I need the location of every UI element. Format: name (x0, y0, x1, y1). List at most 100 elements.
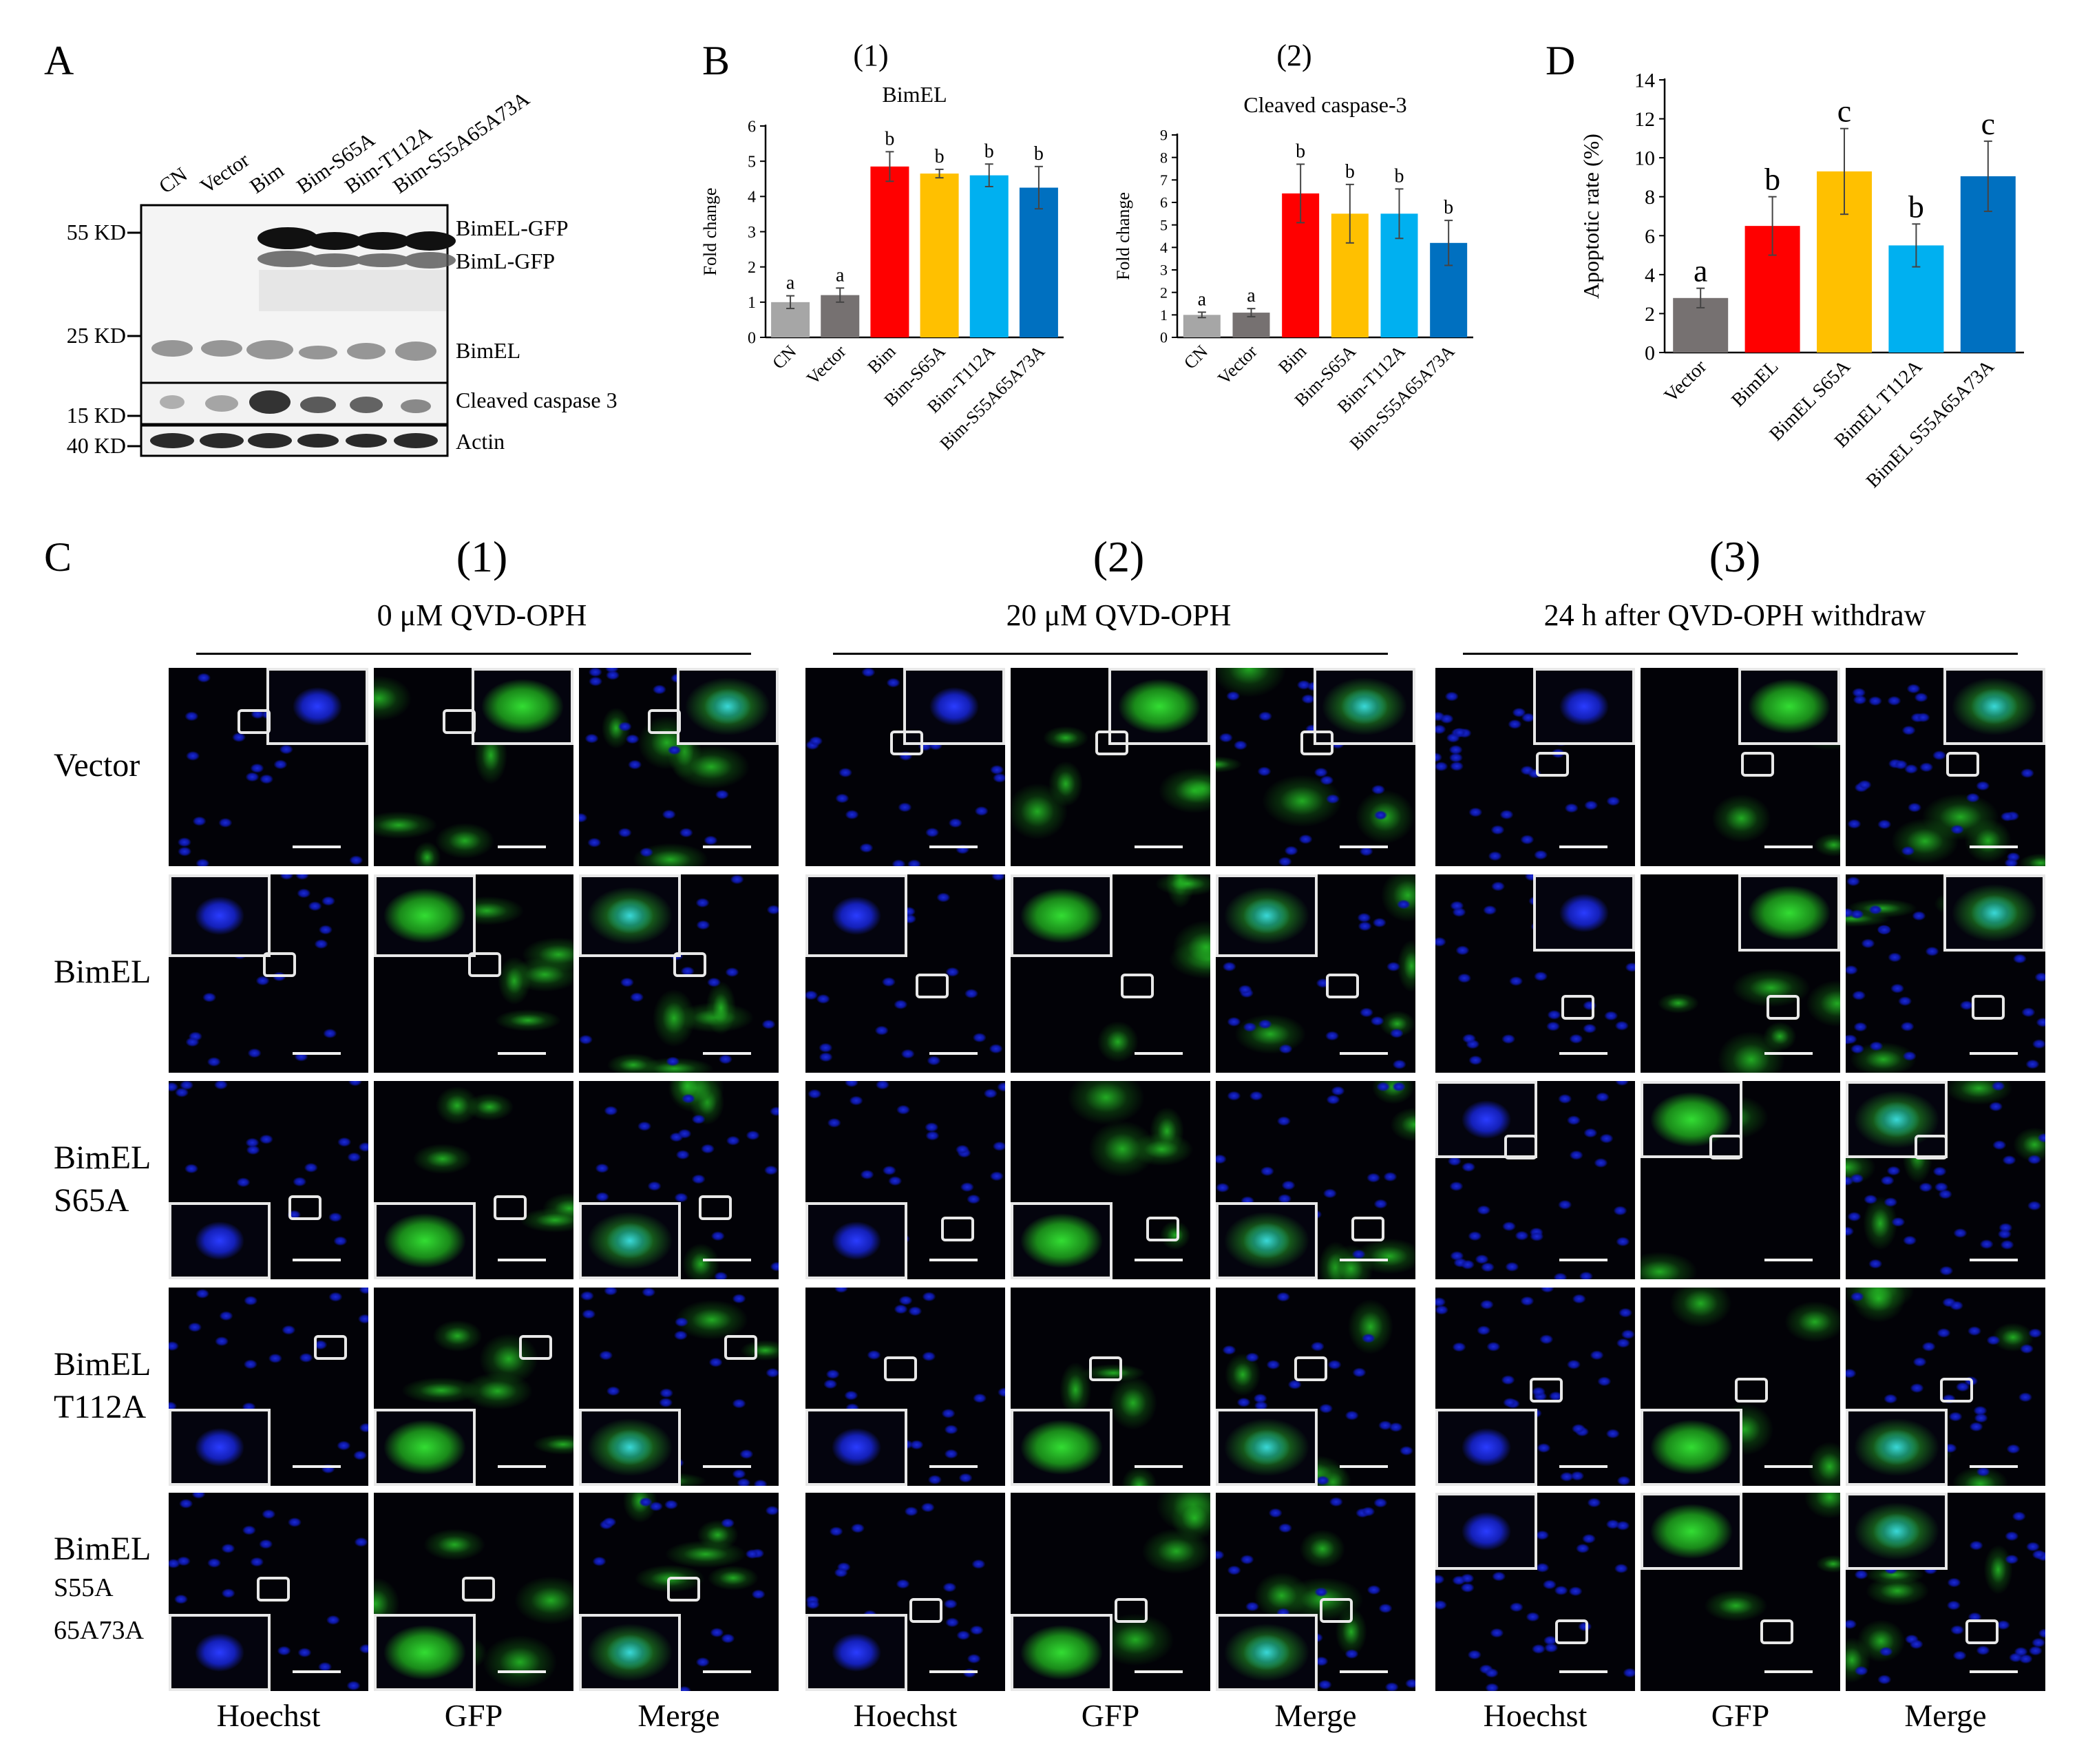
scale-bar (1764, 1670, 1813, 1673)
band-label: BimL-GFP (456, 249, 555, 273)
zoom-inset (1738, 874, 1840, 952)
row-label: BimEL (54, 954, 151, 990)
scale-bar (293, 1259, 341, 1261)
roi-box (1121, 974, 1154, 998)
bar (1019, 187, 1058, 337)
significance-letter: b (1345, 161, 1355, 182)
scale-bar (929, 1259, 978, 1261)
channel-label: Hoechst (216, 1698, 321, 1733)
bar (1183, 315, 1221, 337)
scale-bar (703, 846, 751, 848)
y-tick-label: 10 (1634, 147, 1655, 170)
micrograph-tile (1011, 668, 1210, 866)
channel-label: GFP (1081, 1698, 1140, 1733)
roi-box (1504, 1135, 1537, 1159)
roi-box (462, 1577, 495, 1602)
y-tick-label: 2 (748, 259, 756, 277)
category-label: Vector (803, 341, 850, 388)
significance-letter: b (1908, 189, 1924, 224)
scale-bar (1340, 1259, 1388, 1261)
row-label: 65A73A (54, 1616, 144, 1645)
category-label: Vector (1214, 341, 1261, 388)
group-condition: 24 h after QVD-OPH withdraw (1543, 598, 1926, 632)
significance-letter: c (1981, 106, 1995, 141)
zoom-inset (1216, 1409, 1318, 1486)
scale-bar (1970, 1052, 2018, 1055)
significance-letter: b (1296, 140, 1305, 162)
scale-bar (293, 1465, 341, 1468)
bar (920, 174, 959, 337)
micrograph-tile (1435, 1493, 1635, 1691)
scale-bar (498, 846, 546, 848)
zoom-inset (1314, 668, 1415, 745)
zoom-inset (1846, 1081, 1948, 1158)
band-label: Cleaved caspase 3 (456, 388, 618, 412)
roi-box (884, 1356, 917, 1381)
scale-bar (1135, 1465, 1183, 1468)
y-tick-label: 0 (1645, 342, 1655, 365)
chart-panel-number: (2) (1276, 39, 1311, 72)
roi-box (909, 1598, 942, 1623)
micrograph-tile (169, 1081, 368, 1279)
micrograph-tile (1435, 668, 1635, 866)
roi-box (724, 1335, 757, 1360)
micrograph-tile (1216, 668, 1415, 866)
roi-box (916, 974, 949, 998)
micrograph-tile (579, 1081, 779, 1279)
significance-letter: b (1764, 162, 1780, 197)
channel-label: Hoechst (1483, 1698, 1588, 1733)
zoom-inset (579, 874, 681, 957)
scale-bar (929, 1670, 978, 1673)
blot-svg: CN Vector Bim Bim-S65A Bim-T112A Bim-S55… (67, 87, 618, 458)
roi-box (1555, 1619, 1588, 1644)
y-tick-label: 14 (1634, 70, 1655, 92)
y-tick-label: 6 (748, 118, 756, 136)
zoom-inset (374, 1409, 476, 1486)
micrograph-tile (579, 668, 779, 866)
significance-letter: b (885, 128, 894, 149)
zoom-inset (1943, 668, 2045, 745)
scale-bar (498, 1052, 546, 1055)
scale-bar (293, 1052, 341, 1055)
zoom-inset (472, 668, 573, 745)
row-label: T112A (54, 1389, 147, 1425)
roi-box (257, 1577, 290, 1602)
zoom-inset (1435, 1493, 1537, 1570)
zoom-inset (1846, 1493, 1948, 1570)
zoom-inset (805, 1614, 907, 1691)
zoom-inset (374, 1202, 476, 1279)
band-label: Actin (456, 429, 505, 454)
chart-b1: (1) BimEL 0 1 2 3 4 5 6 Fold change a CN a Vector b Bim… (700, 39, 1064, 454)
micrograph-tile (374, 874, 573, 1073)
scale-bar (1340, 846, 1388, 848)
scale-bar (1135, 846, 1183, 848)
channel-label: Merge (1274, 1698, 1357, 1733)
micrograph-tile (805, 1493, 1005, 1691)
scale-bar (293, 1670, 341, 1673)
marker-label: 25 KD (67, 323, 126, 348)
category-label: Bim (1274, 342, 1310, 377)
micrograph-tile (805, 1288, 1005, 1486)
scale-bar (929, 846, 978, 848)
roi-box (1946, 752, 1979, 777)
micrograph-tile (1641, 668, 1840, 866)
zoom-inset (805, 874, 907, 957)
micrograph-tile (1011, 1081, 1210, 1279)
scale-bar (929, 1052, 978, 1055)
zoom-inset (1011, 1409, 1113, 1486)
y-tick-label: 4 (748, 189, 756, 207)
zoom-inset (1641, 1409, 1742, 1486)
roi-box (673, 952, 706, 977)
y-axis-label: Fold change (1113, 192, 1133, 280)
roi-box (443, 709, 476, 734)
micrograph-tile (1641, 1081, 1840, 1279)
scale-bar (1764, 1259, 1813, 1261)
y-tick-label: 7 (1160, 171, 1168, 189)
group-underline (833, 653, 1388, 655)
significance-letter: b (935, 146, 945, 167)
category-label: BimEL (1727, 356, 1782, 411)
y-tick-label: 3 (748, 224, 756, 242)
roi-box (1300, 731, 1333, 755)
roi-box (1536, 752, 1569, 777)
